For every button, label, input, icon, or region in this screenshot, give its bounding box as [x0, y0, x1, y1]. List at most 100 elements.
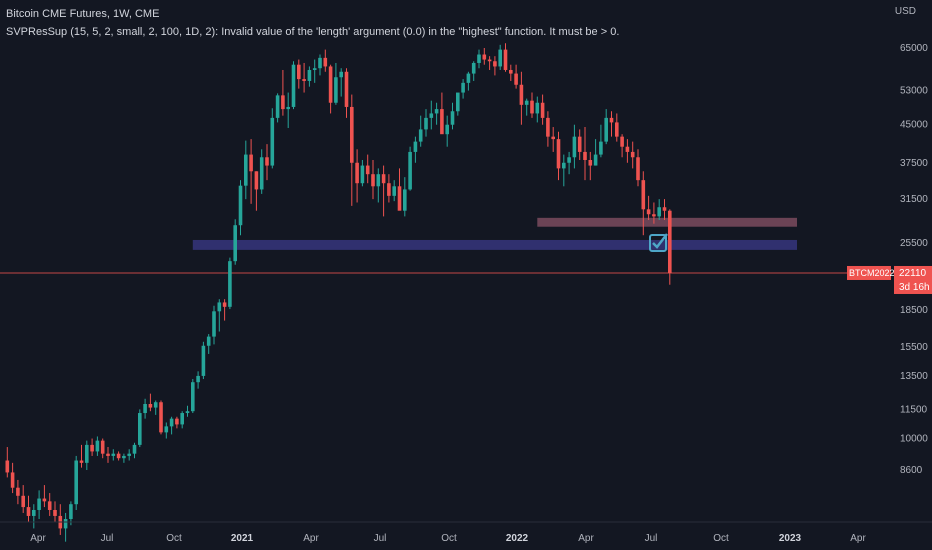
- candle-body: [493, 61, 497, 67]
- candle-body: [79, 460, 84, 463]
- candle-body: [21, 495, 25, 508]
- candle-body: [641, 180, 646, 210]
- candle-body: [328, 66, 333, 103]
- candle-body: [100, 440, 105, 454]
- candle-body: [270, 117, 275, 166]
- candle-body: [424, 117, 428, 130]
- candle-body: [244, 154, 248, 186]
- candle-body: [297, 64, 301, 80]
- candle-body: [291, 64, 296, 107]
- candle-body: [116, 453, 121, 459]
- candle-body: [577, 136, 582, 152]
- candle-body: [535, 102, 540, 114]
- candle-body: [498, 49, 502, 67]
- y-tick-label: 25500: [900, 238, 928, 249]
- candle-body: [625, 146, 630, 152]
- candle-body: [397, 186, 402, 211]
- symbol-tag-label: BTCM2022: [849, 268, 895, 278]
- candle-body: [599, 141, 603, 155]
- candle-body: [524, 100, 529, 105]
- candle-body: [450, 111, 455, 125]
- candle-body: [350, 106, 354, 163]
- candle-body: [228, 261, 232, 307]
- candle-body: [159, 402, 163, 433]
- candle-body: [652, 214, 656, 217]
- candle-body: [74, 460, 78, 505]
- candle-body: [37, 498, 41, 510]
- candle-body: [588, 159, 593, 166]
- candle-body: [662, 207, 667, 211]
- candle-body: [222, 302, 227, 307]
- candle-body: [615, 122, 619, 137]
- candle-body: [487, 59, 492, 62]
- candle-body: [466, 73, 471, 83]
- x-tick-label: Oct: [713, 533, 729, 544]
- candle-body: [153, 402, 158, 408]
- candle-body: [387, 183, 391, 196]
- candle-body: [26, 507, 31, 516]
- candle-body: [323, 57, 328, 67]
- candle-body: [376, 174, 381, 187]
- candle-body: [122, 455, 126, 459]
- candle-body: [132, 444, 137, 454]
- candle-body: [254, 171, 259, 190]
- candle-body: [318, 57, 322, 69]
- candle-body: [275, 95, 280, 118]
- y-tick-label: 10000: [900, 434, 928, 445]
- candle-body: [456, 92, 460, 112]
- candle-body: [403, 189, 407, 211]
- candle-body: [249, 154, 253, 172]
- candle-body: [138, 413, 142, 445]
- candle-body: [95, 440, 100, 452]
- y-tick-label: 11500: [900, 404, 928, 415]
- candle-body: [111, 453, 116, 456]
- candle-body: [212, 311, 216, 337]
- candle-body: [191, 382, 195, 412]
- candle-body: [334, 77, 338, 103]
- candle-body: [180, 413, 184, 425]
- candle-body: [546, 117, 550, 137]
- candle-body: [657, 207, 661, 217]
- candle-body: [413, 141, 418, 152]
- candle-body: [233, 225, 237, 262]
- candle-body: [169, 418, 174, 427]
- candle-body: [434, 109, 439, 114]
- candle-body: [646, 209, 651, 215]
- candle-body: [471, 62, 476, 74]
- candle-body: [16, 487, 20, 496]
- candle-body: [63, 518, 68, 529]
- candle-body: [302, 79, 306, 81]
- candle-body: [636, 157, 640, 181]
- x-tick-label: 2023: [779, 533, 802, 544]
- x-tick-label: Jul: [101, 533, 114, 544]
- candle-body: [10, 472, 15, 488]
- candle-body: [85, 444, 89, 463]
- y-tick-label: 65000: [900, 43, 928, 54]
- x-tick-label: Apr: [303, 533, 319, 544]
- resistance-zone: [537, 217, 797, 227]
- candle-body: [609, 117, 614, 123]
- candle-body: [477, 54, 481, 63]
- candle-body: [127, 453, 131, 456]
- candle-body: [562, 162, 566, 169]
- candle-body: [440, 109, 444, 135]
- candle-body: [53, 509, 57, 516]
- candle-body: [371, 174, 375, 187]
- candle-body: [583, 151, 587, 160]
- countdown-label: 3d 16h: [899, 282, 930, 293]
- candle-body: [265, 157, 269, 166]
- candle-body: [164, 426, 169, 433]
- candle-body: [461, 82, 465, 93]
- candle-body: [408, 151, 412, 190]
- candle-body: [604, 117, 608, 142]
- x-tick-label: Apr: [30, 533, 46, 544]
- x-tick-label: Jul: [645, 533, 658, 544]
- candle-body: [196, 375, 200, 383]
- x-tick-label: Apr: [850, 533, 866, 544]
- candle-body: [42, 498, 47, 502]
- candle-body: [482, 54, 487, 60]
- candle-body: [5, 460, 10, 473]
- candle-body: [69, 504, 73, 519]
- candle-body: [418, 129, 423, 142]
